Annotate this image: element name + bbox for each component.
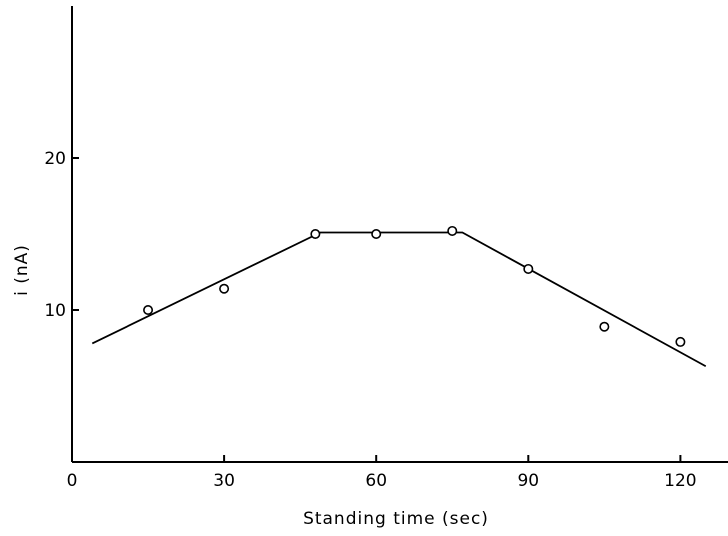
data-point <box>523 263 534 274</box>
y-axis-label: i (nA) <box>12 244 32 296</box>
x-ticks: 0 30 60 90 120 <box>67 455 697 491</box>
x-axis-label: Standing time (sec) <box>303 509 489 529</box>
data-point <box>371 229 382 240</box>
data-point <box>447 225 458 236</box>
y-ticks: 10 20 <box>44 149 79 321</box>
data-point <box>219 283 230 294</box>
plot-area: 0 30 60 90 120 10 20 <box>44 6 728 491</box>
y-tick-label: 10 <box>44 301 66 321</box>
x-tick-label: 60 <box>365 471 387 491</box>
data-points <box>143 225 686 347</box>
x-tick-label: 120 <box>664 471 696 491</box>
data-point <box>143 304 154 315</box>
data-point <box>310 229 321 240</box>
data-point <box>599 321 610 332</box>
x-tick-label: 0 <box>67 471 78 491</box>
data-point <box>675 336 686 347</box>
x-tick-label: 90 <box>517 471 539 491</box>
fit-line <box>91 231 707 368</box>
y-tick-label: 20 <box>44 149 66 169</box>
x-tick-label: 30 <box>213 471 235 491</box>
